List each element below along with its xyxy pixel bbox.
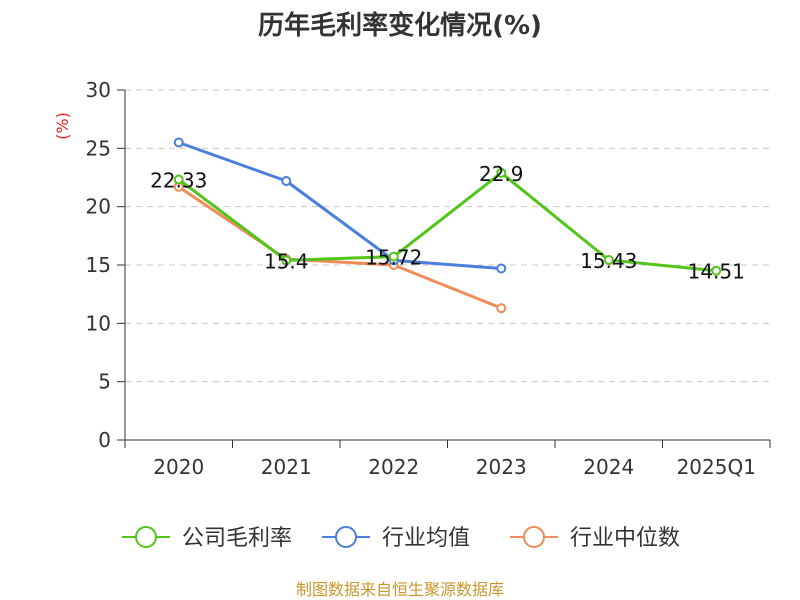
data-labels: 22.33 15.4 15.72 22.9 15.43 14.51 <box>150 162 745 284</box>
legend-label: 行业中位数 <box>570 526 680 551</box>
legend: 公司毛利率 行业均值 行业中位数 <box>122 526 680 551</box>
source-note: 制图数据来自恒生聚源数据库 <box>296 580 504 599</box>
data-label: 15.72 <box>365 246 422 270</box>
legend-label: 公司毛利率 <box>182 526 292 551</box>
y-tick-label: 10 <box>86 311 111 335</box>
y-tick-label: 20 <box>86 195 111 219</box>
x-tick-label: 2022 <box>368 455 419 479</box>
data-point <box>281 176 292 186</box>
legend-item[interactable]: 行业中位数 <box>510 526 680 551</box>
data-point <box>173 137 184 148</box>
data-point <box>388 251 399 262</box>
legend-item[interactable]: 公司毛利率 <box>122 526 292 551</box>
y-tick-label: 5 <box>98 370 111 394</box>
data-point <box>281 255 292 266</box>
data-point <box>711 265 722 276</box>
x-tick-label: 2024 <box>583 455 634 479</box>
data-point <box>603 254 614 265</box>
data-label: 22.33 <box>150 168 207 192</box>
data-label: 15.43 <box>580 249 637 273</box>
axes: 0 5 10 15 20 25 30 2020 2021 2022 2023 2024 2025Q1 <box>86 78 771 479</box>
data-label: 14.51 <box>688 260 745 284</box>
x-tick-label: 2023 <box>476 455 527 479</box>
y-tick-label: 0 <box>98 428 111 452</box>
data-label: 15.4 <box>264 249 309 273</box>
data-point <box>496 303 507 314</box>
legend-marker <box>335 526 357 548</box>
data-point <box>496 167 507 178</box>
legend-marker <box>523 526 545 548</box>
y-tick-label: 15 <box>86 253 111 277</box>
series-layer <box>173 137 722 314</box>
series-line-0 <box>177 171 717 273</box>
data-point <box>173 174 184 185</box>
x-tick-label: 2020 <box>153 455 204 479</box>
series-line-2 <box>177 185 502 310</box>
x-tick-label: 2021 <box>261 455 312 479</box>
legend-item[interactable]: 行业均值 <box>322 526 470 551</box>
y-axis-unit: (%) <box>53 112 72 140</box>
gridlines <box>125 89 770 383</box>
y-tick-label: 30 <box>86 78 111 102</box>
x-tick-label: 2025Q1 <box>677 455 756 479</box>
data-point <box>496 263 507 274</box>
series-line-1 <box>178 141 502 270</box>
legend-marker <box>135 526 157 548</box>
y-tick-label: 25 <box>86 136 111 160</box>
legend-label: 行业均值 <box>382 526 470 551</box>
data-label: 22.9 <box>479 162 524 186</box>
chart-title: 历年毛利率变化情况(%) <box>258 10 542 41</box>
